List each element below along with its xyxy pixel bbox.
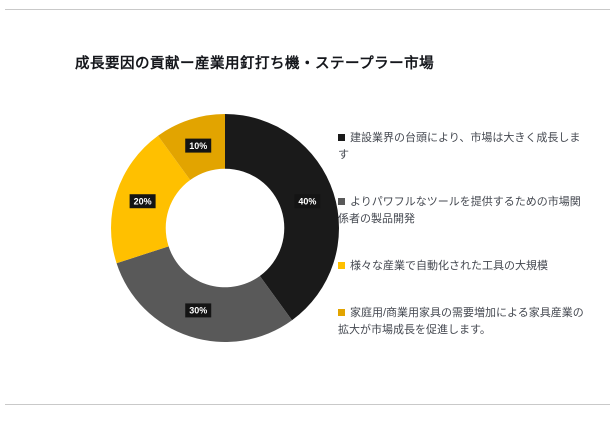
legend-marker [338, 308, 345, 316]
chart-legend: 建設業界の台頭により、市場は大きく成長します よりパワフルなツールを提供するための… [338, 130, 590, 339]
bottom-border-line [5, 404, 610, 405]
legend-marker [338, 197, 345, 205]
legend-label: 様々な産業で自動化された工具の大規模 [350, 260, 548, 273]
chart-title: 成長要因の貢献ー産業用釘打ち機・ステープラー市場 [75, 56, 435, 72]
data-label: 40% [298, 196, 316, 206]
top-border-line [5, 9, 610, 10]
data-label-chip [185, 138, 212, 153]
data-label-chip [129, 194, 156, 209]
data-label: 10% [189, 141, 207, 151]
legend-label: 建設業界の台頭により、市場は大きく成長します [338, 132, 581, 162]
data-label: 20% [134, 196, 152, 206]
legend-label: 家庭用/商業用家具の需要増加による家具産業の拡大が市場成長を促進します。 [338, 307, 584, 337]
donut-slice-2 [116, 246, 293, 342]
legend-item-1: 建設業界の台頭により、市場は大きく成長します [338, 130, 590, 164]
donut-chart: 40% 30% 20% 10% [111, 114, 339, 342]
donut-chart-area: 40% 30% 20% 10% [105, 108, 345, 348]
legend-item-4: 家庭用/商業用家具の需要増加による家具産業の拡大が市場成長を促進します。 [338, 305, 590, 339]
data-label-chip [185, 303, 212, 318]
legend-marker [338, 133, 345, 141]
legend-item-2: よりパワフルなツールを提供するための市場関係者の製品開発 [338, 194, 590, 228]
data-label: 30% [189, 306, 207, 316]
legend-item-3: 様々な産業で自動化された工具の大規模 [338, 258, 590, 275]
data-label-chip [294, 194, 321, 209]
legend-marker [338, 261, 345, 269]
donut-slice-1 [225, 114, 339, 321]
legend-label: よりパワフルなツールを提供するための市場関係者の製品開発 [338, 196, 581, 226]
